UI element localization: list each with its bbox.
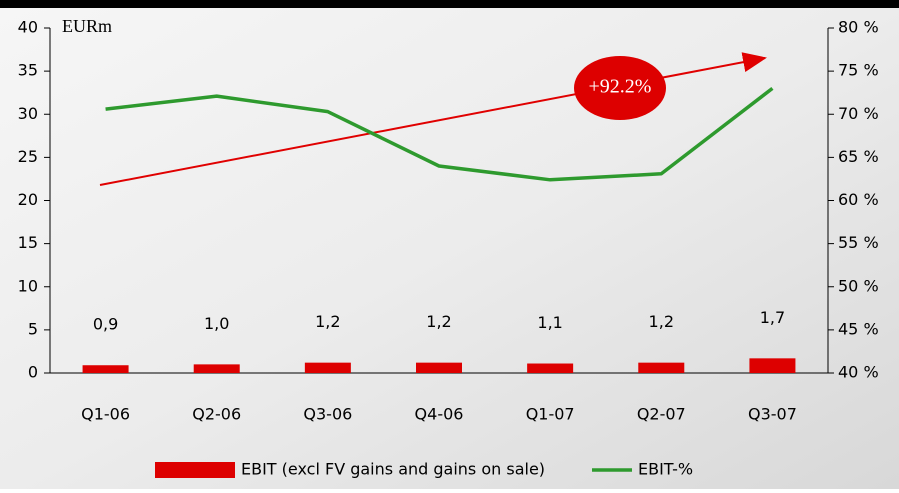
x-tick-label: Q1-06	[81, 405, 130, 424]
x-tick-label: Q4-06	[415, 405, 464, 424]
value-label: 1,2	[649, 312, 674, 331]
y2-tick-label: 80 %	[838, 18, 879, 37]
y-tick-label: 40	[18, 18, 38, 37]
bar	[194, 364, 240, 373]
x-tick-label: Q3-06	[303, 405, 352, 424]
x-tick-label: Q1-07	[526, 405, 575, 424]
y2-tick-label: 60 %	[838, 190, 879, 209]
y-tick-label: 10	[18, 276, 38, 295]
bar	[749, 358, 795, 373]
value-label: 0,9	[93, 315, 118, 334]
y-tick-label: 25	[18, 147, 38, 166]
y2-tick-label: 75 %	[838, 61, 879, 80]
y-tick-label: 35	[18, 61, 38, 80]
y-tick-label: 20	[18, 190, 38, 209]
bar	[638, 363, 684, 373]
x-tick-label: Q2-06	[192, 405, 241, 424]
y2-tick-label: 55 %	[838, 233, 879, 252]
y-tick-label: 0	[28, 363, 38, 382]
value-label: 1,1	[537, 313, 562, 332]
bar	[416, 363, 462, 373]
value-label: 1,0	[204, 314, 229, 333]
y-tick-label: 15	[18, 233, 38, 252]
y2-tick-label: 50 %	[838, 276, 879, 295]
y-tick-label: 5	[28, 319, 38, 338]
y2-tick-label: 70 %	[838, 104, 879, 123]
y2-tick-label: 40 %	[838, 363, 879, 382]
legend-swatch	[155, 462, 235, 478]
bar	[83, 365, 129, 373]
value-label: 1,2	[426, 312, 451, 331]
bar	[305, 363, 351, 373]
chart: EURm +92.2% 0 5 10 15 20 25 30 35 40 40 % 45 % 50 %…	[0, 0, 899, 489]
legend-label: EBIT-%	[638, 460, 693, 479]
annotation: +92.2%	[589, 76, 652, 98]
y2-tick-label: 65 %	[838, 147, 879, 166]
y2-tick-label: 45 %	[838, 319, 879, 338]
value-label: 1,2	[315, 312, 340, 331]
top-bar	[0, 0, 899, 8]
value-label: 1,7	[760, 308, 785, 327]
bar	[527, 364, 573, 373]
legend-label: EBIT (excl FV gains and gains on sale)	[241, 460, 545, 479]
x-tick-label: Q2-07	[637, 405, 686, 424]
y-axis-label: EURm	[62, 16, 112, 36]
y-tick-label: 30	[18, 104, 38, 123]
x-tick-label: Q3-07	[748, 405, 797, 424]
